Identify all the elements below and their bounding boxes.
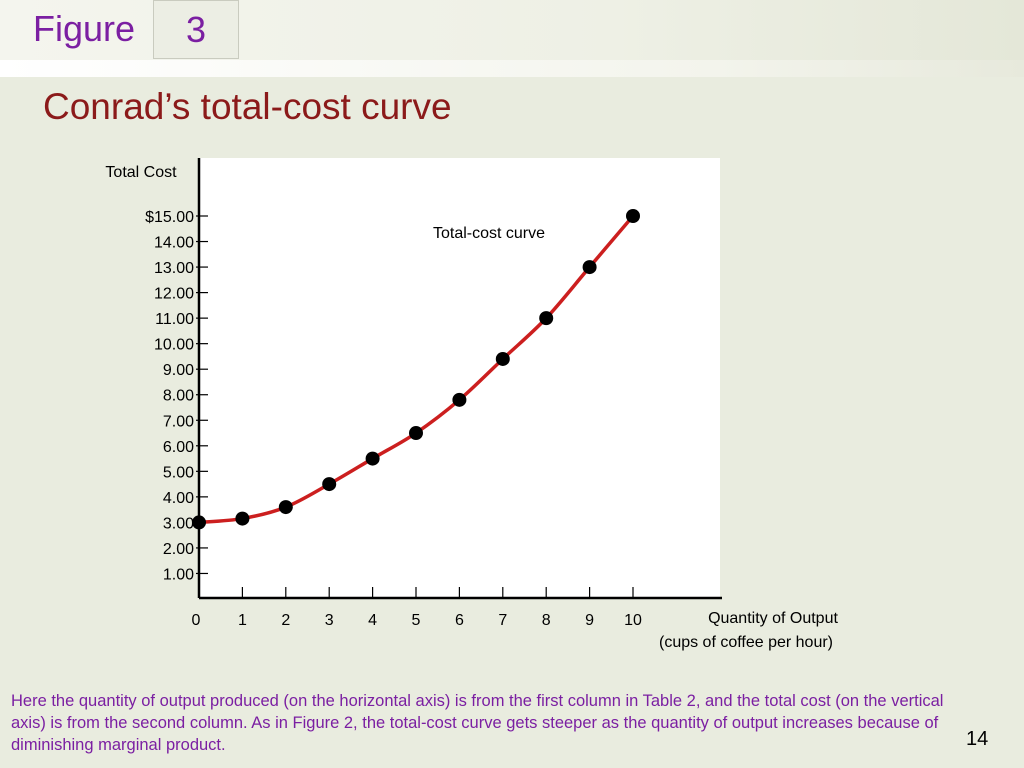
data-point — [539, 311, 554, 326]
x-axis-title: Quantity of Output — [708, 610, 838, 627]
figure-caption: Here the quantity of output produced (on… — [11, 692, 944, 754]
x-tick-label: 6 — [455, 612, 464, 629]
y-tick-label: 6.00 — [163, 439, 194, 456]
data-point — [365, 451, 380, 466]
x-axis-subtitle: (cups of coffee per hour) — [659, 634, 833, 651]
data-point — [322, 477, 337, 492]
x-tick-label: 9 — [585, 612, 594, 629]
data-point — [235, 511, 250, 526]
data-point — [626, 209, 640, 223]
x-tick-label: 1 — [238, 612, 247, 629]
slide-title: Conrad’s total-cost curve — [43, 86, 452, 127]
data-point — [192, 515, 206, 530]
y-tick-label: 14.00 — [154, 235, 194, 252]
x-tick-label: 2 — [281, 612, 290, 629]
x-tick-label: 4 — [368, 612, 377, 629]
y-tick-label: 8.00 — [163, 388, 194, 405]
total-cost-chart: 1.00 2.00 3.00 4.00 5.00 6.00 7.00 8.00 9.00 10.0… — [105, 158, 838, 651]
x-tick-label: 5 — [412, 612, 421, 629]
y-tick-label: 5.00 — [163, 464, 194, 481]
header-divider — [0, 60, 1024, 77]
figure-number-box: 3 — [153, 0, 239, 59]
plot-background — [200, 158, 720, 598]
data-point — [278, 500, 293, 515]
curve-label: Total-cost curve — [433, 225, 545, 242]
y-tick-label: 12.00 — [154, 286, 194, 303]
figure-number: 3 — [185, 9, 207, 50]
figure-label: Figure — [33, 8, 136, 49]
y-tick-label: $15.00 — [145, 209, 194, 226]
y-tick-label: 2.00 — [163, 541, 194, 558]
x-tick-label: 3 — [325, 612, 334, 629]
y-tick-label: 9.00 — [163, 362, 194, 379]
y-tick-label: 1.00 — [163, 566, 194, 583]
x-axis-ticks: 0 1 2 3 4 5 6 7 8 9 10 — [192, 587, 642, 629]
data-points — [192, 209, 640, 530]
y-tick-label: 10.00 — [154, 337, 194, 354]
y-tick-label: 3.00 — [163, 515, 194, 532]
y-tick-label: 4.00 — [163, 490, 194, 507]
page-number: 14 — [966, 728, 989, 750]
data-point — [495, 351, 510, 366]
data-point — [409, 426, 423, 441]
y-tick-label: 13.00 — [154, 260, 194, 277]
data-point — [452, 392, 467, 407]
x-tick-label: 10 — [624, 612, 642, 629]
y-tick-label: 7.00 — [163, 413, 194, 430]
x-tick-label: 7 — [498, 612, 507, 629]
x-tick-label: 0 — [192, 612, 201, 629]
x-tick-label: 8 — [542, 612, 551, 629]
data-point — [582, 260, 597, 275]
y-axis-title: Total Cost — [105, 164, 177, 181]
y-tick-label: 11.00 — [155, 311, 194, 328]
